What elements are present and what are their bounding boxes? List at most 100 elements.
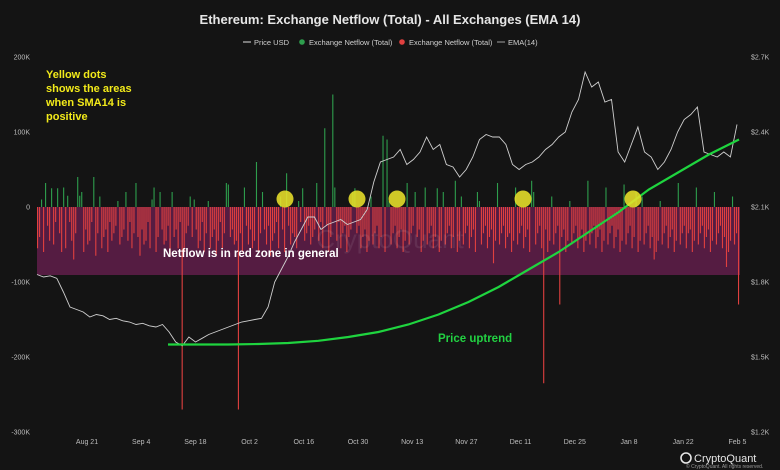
ema14-trend-line bbox=[168, 138, 740, 346]
netflow-bar bbox=[153, 187, 155, 207]
netflow-bar bbox=[330, 207, 332, 237]
netflow-bar bbox=[414, 192, 416, 207]
netflow-bar bbox=[185, 207, 187, 234]
netflow-bar bbox=[97, 207, 99, 234]
netflow-bar bbox=[420, 207, 422, 252]
netflow-bar bbox=[159, 192, 161, 207]
netflow-bar bbox=[623, 184, 625, 207]
netflow-bar bbox=[63, 187, 65, 207]
netflow-bar bbox=[175, 207, 177, 230]
netflow-bar bbox=[505, 207, 507, 249]
netflow-bar bbox=[529, 207, 531, 252]
netflow-bar bbox=[211, 207, 213, 237]
netflow-bar bbox=[687, 207, 689, 234]
netflow-bar bbox=[390, 207, 392, 245]
netflow-bar bbox=[436, 188, 438, 207]
netflow-bar bbox=[89, 207, 91, 241]
x-tick-label: Dec 25 bbox=[564, 439, 586, 446]
netflow-bar bbox=[601, 207, 603, 252]
netflow-bar bbox=[173, 207, 175, 237]
netflow-bar bbox=[37, 207, 39, 249]
netflow-bar bbox=[288, 207, 290, 226]
x-axis: Aug 21 Sep 4 Sep 18 Oct 2 Oct 16 Oct 30 Nov 13… bbox=[76, 439, 747, 446]
right-axis: $2.7K $2.4K $2.1K $1.8K $1.5K $1.2K bbox=[751, 55, 770, 437]
netflow-bar bbox=[243, 187, 245, 207]
netflow-bar bbox=[308, 207, 310, 226]
netflow-bar bbox=[274, 207, 276, 234]
netflow-bar bbox=[179, 207, 181, 222]
netflow-bar bbox=[282, 207, 284, 230]
netflow-bar bbox=[229, 207, 231, 237]
netflow-bar bbox=[39, 207, 41, 237]
netflow-bar bbox=[735, 207, 738, 234]
right-tick-label: $1.8K bbox=[751, 280, 770, 287]
x-tick-label: Oct 16 bbox=[293, 439, 314, 446]
note-line-2: shows the areas bbox=[46, 83, 132, 95]
netflow-bar bbox=[737, 207, 740, 305]
legend-dot-icon bbox=[399, 39, 405, 45]
netflow-bar bbox=[93, 177, 95, 207]
netflow-bar bbox=[296, 207, 298, 249]
netflow-bar bbox=[440, 207, 442, 241]
yellow-dot bbox=[388, 190, 406, 208]
netflow-bar bbox=[85, 207, 87, 230]
netflow-bar bbox=[466, 207, 468, 226]
netflow-bar bbox=[221, 207, 223, 249]
netflow-bar bbox=[543, 207, 545, 384]
netflow-bar bbox=[667, 207, 669, 249]
yellow-dot bbox=[276, 190, 294, 208]
netflow-bar bbox=[278, 207, 280, 249]
netflow-bar bbox=[655, 207, 657, 252]
netflow-bar bbox=[217, 207, 219, 241]
legend-item-2: Exchange Netflow (Total) bbox=[399, 38, 493, 47]
netflow-bar bbox=[705, 207, 707, 237]
netflow-bar bbox=[685, 207, 687, 249]
netflow-bar bbox=[133, 207, 135, 234]
netflow-bar bbox=[569, 201, 571, 207]
netflow-bar bbox=[408, 207, 410, 245]
netflow-bar bbox=[81, 192, 83, 207]
netflow-bar bbox=[454, 180, 456, 207]
netflow-bar bbox=[113, 207, 115, 234]
netflow-bar bbox=[157, 207, 159, 237]
netflow-bar bbox=[121, 207, 123, 237]
netflow-bar bbox=[683, 207, 685, 226]
netflow-bar bbox=[219, 207, 221, 222]
netflow-bar bbox=[298, 201, 300, 207]
netflow-bar bbox=[249, 207, 252, 230]
netflow-bar bbox=[294, 207, 296, 237]
netflow-bar bbox=[733, 207, 736, 245]
netflow-bar bbox=[701, 207, 703, 226]
netflow-bar bbox=[555, 207, 557, 234]
netflow-bar bbox=[209, 207, 211, 249]
netflow-bar bbox=[547, 207, 549, 252]
netflow-bar bbox=[51, 188, 53, 207]
netflow-bar bbox=[567, 207, 569, 241]
netflow-bar bbox=[292, 207, 294, 234]
netflow-bar bbox=[637, 207, 639, 252]
netflow-bar bbox=[67, 195, 69, 207]
netflow-bar bbox=[462, 207, 464, 245]
red-zone-label: Netflow is in red zone in general bbox=[163, 248, 339, 260]
netflow-bar bbox=[559, 207, 561, 305]
netflow-bar bbox=[169, 207, 171, 256]
netflow-bar bbox=[201, 207, 203, 222]
netflow-bar bbox=[127, 207, 129, 241]
netflow-bar bbox=[535, 207, 537, 245]
netflow-bar bbox=[561, 207, 563, 237]
netflow-bar bbox=[235, 207, 237, 241]
netflow-bar bbox=[679, 207, 681, 245]
netflow-bar bbox=[587, 180, 589, 207]
netflow-bar bbox=[165, 207, 167, 241]
netflow-bar bbox=[318, 207, 320, 241]
netflow-bar bbox=[382, 135, 384, 207]
netflow-bar bbox=[657, 207, 659, 241]
netflow-bar bbox=[511, 207, 513, 252]
netflow-bar bbox=[362, 207, 364, 237]
netflow-bar bbox=[69, 207, 71, 222]
netflow-bar bbox=[591, 207, 593, 234]
legend-dot-icon bbox=[299, 39, 305, 45]
netflow-bar bbox=[617, 207, 619, 230]
netflow-bar bbox=[261, 192, 264, 207]
netflow-bar bbox=[673, 207, 675, 252]
